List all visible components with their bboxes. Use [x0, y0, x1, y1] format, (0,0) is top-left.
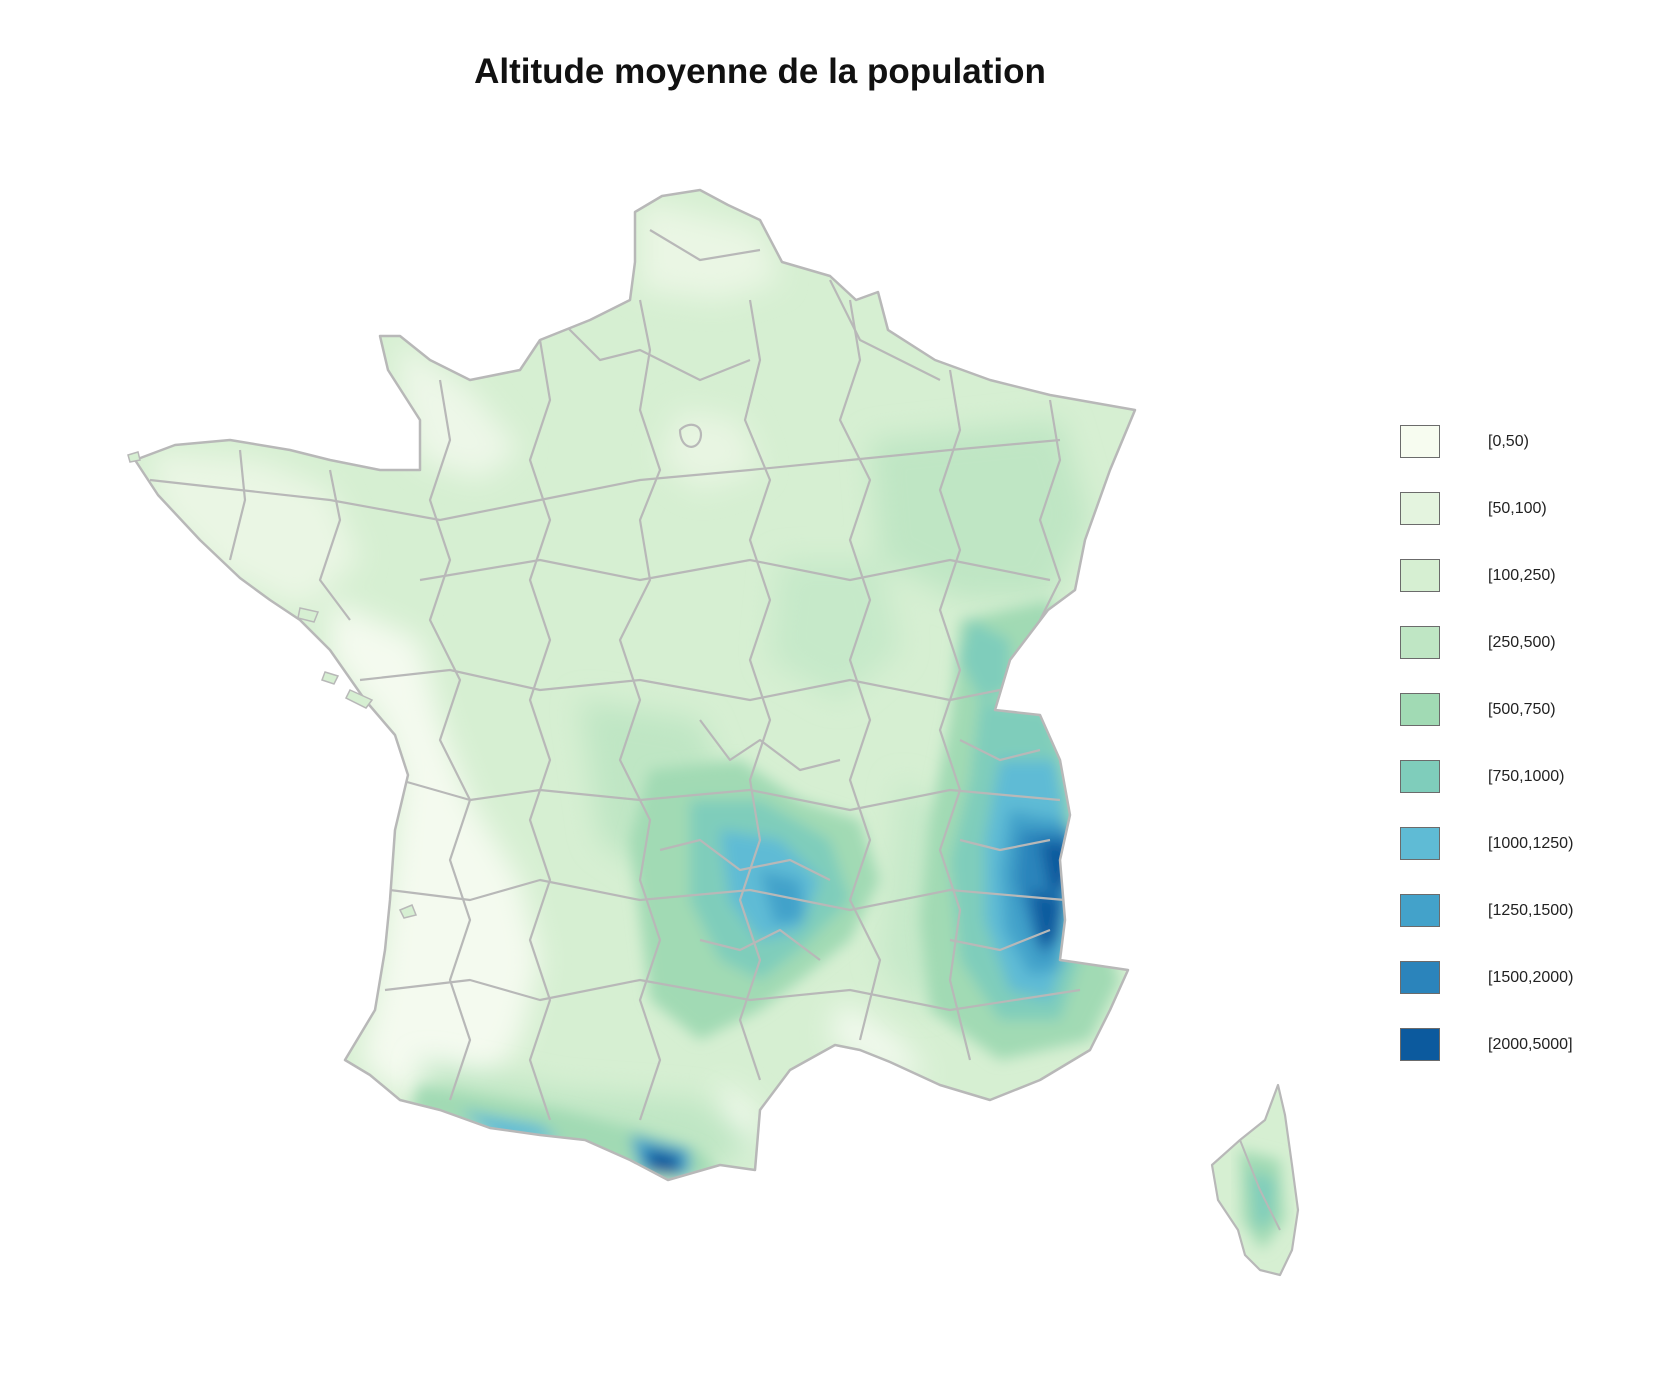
legend-label: [1000,1250): [1488, 835, 1574, 852]
legend-label: [500,750): [1488, 701, 1556, 718]
legend-label: [0,50): [1488, 433, 1529, 450]
legend-swatch: [1400, 827, 1440, 860]
corsica-coastline: [1210, 1083, 1300, 1277]
legend-label: [1500,2000): [1488, 969, 1574, 986]
legend-label: [750,1000): [1488, 768, 1565, 785]
corsica-shading: [1240, 1150, 1285, 1250]
map-title: Altitude moyenne de la population: [474, 52, 1046, 91]
massif-central-shading: [630, 760, 880, 1040]
legend-swatch: [1400, 559, 1440, 592]
legend-swatch: [1400, 425, 1440, 458]
legend-label: [1250,1500): [1488, 902, 1574, 919]
legend-swatch: [1400, 492, 1440, 525]
legend-swatch: [1400, 1028, 1440, 1061]
corsica: [1210, 1083, 1300, 1277]
pyrenees-shading: [410, 1085, 720, 1180]
mainland-coastline: [133, 188, 1137, 1182]
legend-swatch: [1400, 760, 1440, 793]
department-borders: [149, 229, 1081, 1121]
legend-label: [50,100): [1488, 500, 1547, 517]
legend-swatch: [1400, 894, 1440, 927]
legend-label: [100,250): [1488, 567, 1556, 584]
islands: [127, 451, 418, 919]
legend-label: [250,500): [1488, 634, 1556, 651]
legend-label: [2000,5000]: [1488, 1036, 1573, 1053]
legend-swatch: [1400, 693, 1440, 726]
mainland-france: [127, 188, 1137, 1182]
france-altitude-map: [127, 188, 1300, 1277]
legend-swatch: [1400, 961, 1440, 994]
legend-swatch: [1400, 626, 1440, 659]
